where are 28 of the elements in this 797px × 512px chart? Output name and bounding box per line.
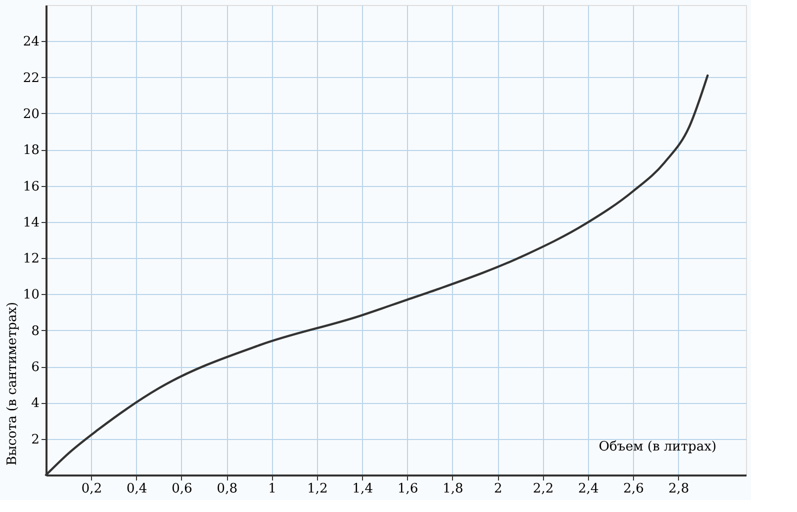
y-tick-label: 22 [22,70,40,86]
x-tick-label: 2 [494,482,502,496]
y-tick-label: 20 [22,106,40,122]
x-tick-label: 2,4 [578,482,599,496]
y-axis-title: Высота (в сантиметрах) [4,302,20,466]
x-axis-title: Объем (в литрах) [598,440,716,454]
x-tick-label: 1 [268,482,276,496]
y-tick-label: 8 [31,324,40,339]
y-tick-label: 12 [22,252,40,267]
x-tick-label: 2,6 [623,482,644,496]
y-tick-label: 10 [22,288,40,303]
x-tick-label: 1,8 [442,482,464,496]
x-tick-label: 0,2 [81,482,102,496]
x-tick-label: 0,4 [126,482,148,496]
y-tick-label: 4 [31,396,40,412]
y-tick-label: 2 [31,432,40,448]
x-tick-label: 2,2 [532,482,554,496]
x-tick-label: 1,2 [307,482,328,496]
y-tick-label: 6 [31,360,40,376]
y-tick-label: 14 [22,215,40,230]
y-tick-label: 18 [22,143,40,158]
x-tick-label: 1,6 [397,482,418,496]
x-tick-label: 1,4 [352,482,373,496]
x-tick-label: 0,8 [216,482,238,496]
y-tick-label: 16 [22,179,40,194]
y-tick-label: 24 [22,34,40,50]
x-tick-label: 2,8 [668,482,690,496]
x-tick-label: 0,6 [172,482,192,496]
